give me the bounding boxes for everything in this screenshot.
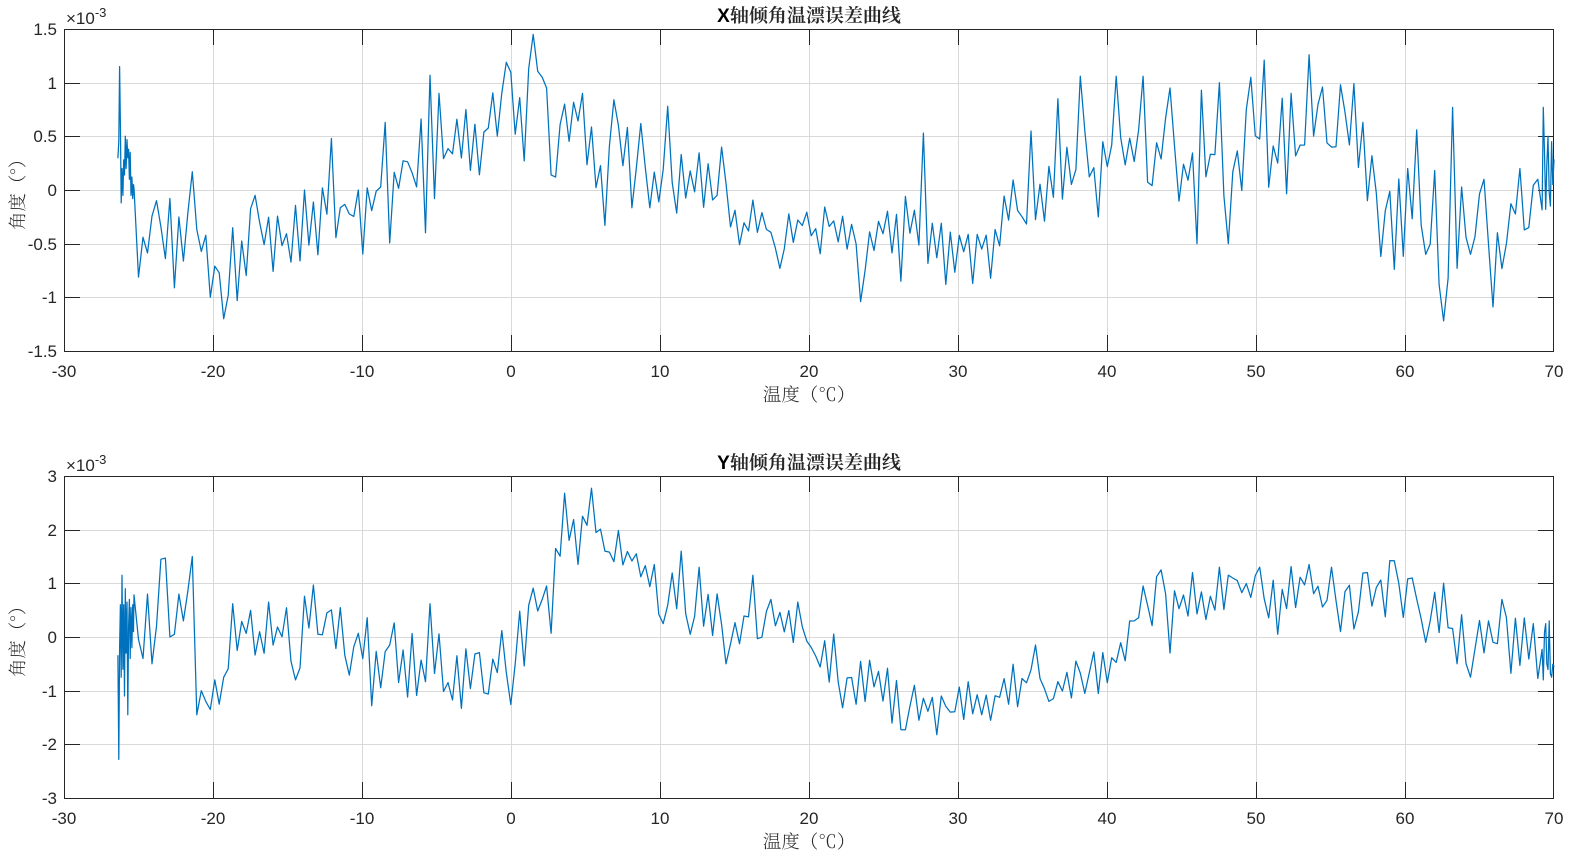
- svg-text:2: 2: [48, 521, 57, 540]
- svg-text:30: 30: [949, 809, 968, 828]
- svg-text:1.5: 1.5: [33, 20, 57, 39]
- svg-text:-1.5: -1.5: [28, 342, 57, 361]
- svg-text:-10: -10: [350, 809, 375, 828]
- svg-text:60: 60: [1396, 362, 1415, 381]
- svg-text:-30: -30: [52, 362, 77, 381]
- svg-text:20: 20: [800, 809, 819, 828]
- svg-text:40: 40: [1098, 809, 1117, 828]
- svg-text:0: 0: [506, 809, 515, 828]
- svg-text:30: 30: [949, 362, 968, 381]
- svg-text:-2: -2: [42, 735, 57, 754]
- svg-text:50: 50: [1247, 362, 1266, 381]
- svg-text:-30: -30: [52, 809, 77, 828]
- svg-text:-20: -20: [201, 362, 226, 381]
- svg-text:10: 10: [651, 362, 670, 381]
- svg-text:-20: -20: [201, 809, 226, 828]
- svg-text:-1: -1: [42, 288, 57, 307]
- svg-text:70: 70: [1545, 362, 1564, 381]
- svg-text:0.5: 0.5: [33, 127, 57, 146]
- svg-text:0: 0: [48, 628, 57, 647]
- svg-text:-3: -3: [42, 789, 57, 808]
- svg-text:-10: -10: [350, 362, 375, 381]
- svg-text:20: 20: [800, 362, 819, 381]
- svg-text:×10-3: ×10-3: [66, 452, 106, 475]
- svg-text:3: 3: [48, 467, 57, 486]
- svg-text:-1: -1: [42, 682, 57, 701]
- svg-text:60: 60: [1396, 809, 1415, 828]
- svg-text:70: 70: [1545, 809, 1564, 828]
- svg-text:-0.5: -0.5: [28, 235, 57, 254]
- svg-text:10: 10: [651, 809, 670, 828]
- svg-text:0: 0: [506, 362, 515, 381]
- svg-text:Y: Y: [717, 453, 730, 474]
- svg-text:1: 1: [48, 74, 57, 93]
- svg-text:50: 50: [1247, 809, 1266, 828]
- svg-text:0: 0: [48, 181, 57, 200]
- svg-text:X: X: [717, 6, 730, 27]
- svg-text:×10-3: ×10-3: [66, 5, 106, 28]
- svg-text:1: 1: [48, 574, 57, 593]
- svg-text:40: 40: [1098, 362, 1117, 381]
